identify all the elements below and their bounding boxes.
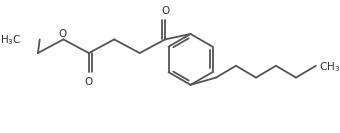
Text: CH$_3$: CH$_3$ xyxy=(319,60,340,74)
Text: H$_3$C: H$_3$C xyxy=(0,33,21,47)
Text: O: O xyxy=(161,6,169,16)
Text: O: O xyxy=(85,77,93,87)
Text: O: O xyxy=(58,28,67,39)
